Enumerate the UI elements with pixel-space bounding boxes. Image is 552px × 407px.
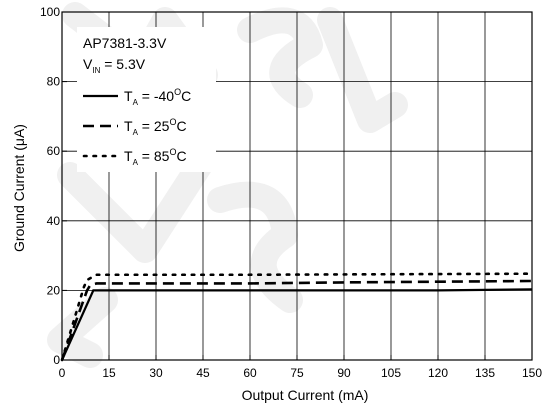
x-tick-label-6: 90 [337, 366, 351, 380]
y-axis-title-suffix: A) [11, 124, 27, 138]
x-tick-label-3: 45 [196, 366, 210, 380]
y-tick-label-0: 0 [53, 353, 60, 367]
x-tick-label-2: 30 [149, 366, 163, 380]
legend-entry-25-value: = 25 [138, 118, 170, 134]
x-tick-label-7: 105 [381, 366, 401, 380]
y-tick-label-3: 60 [47, 144, 61, 158]
axes: 0 15 30 45 60 75 90 105 120 135 150 0 20 40 60 80 100 [40, 5, 542, 380]
legend-entry-25-symbol: T [124, 118, 133, 134]
legend-entry-85-value: = 85 [138, 148, 170, 164]
legend-entry-minus40-value: = -40 [138, 88, 174, 104]
legend-entry-minus40: TA = -40OC [124, 87, 191, 107]
y-axis-title-mu: μ [11, 138, 27, 146]
legend-entry-25-unit: C [176, 118, 186, 134]
y-axis-title-prefix: Ground Current ( [11, 146, 27, 252]
legend-vin-symbol: V [83, 56, 93, 72]
legend-vin-label: VIN = 5.3V [83, 56, 146, 75]
legend-entry-25-subscript: A [133, 128, 139, 137]
x-tick-label-5: 75 [290, 366, 304, 380]
legend-vin-value: = 5.3V [100, 56, 145, 72]
y-tick-label-1: 20 [47, 283, 61, 297]
series-line-dashed [60, 279, 533, 361]
series-line-solid [60, 288, 533, 361]
legend-entry-85-subscript: A [133, 158, 139, 167]
legend-background [77, 27, 216, 172]
x-tick-label-8: 120 [428, 366, 448, 380]
plot-area [60, 272, 534, 362]
x-tick-label-10: 150 [522, 366, 542, 380]
legend-vin-subscript: IN [92, 66, 100, 75]
x-axis-title: Output Current (mA) [242, 387, 369, 403]
y-axis-title: Ground Current (μA) [11, 124, 27, 252]
legend-entry-85: TA = 85OC [124, 147, 187, 167]
legend-entry-minus40-subscript: A [133, 98, 139, 107]
legend-entry-minus40-unit: C [181, 88, 191, 104]
legend: AP7381-3.3V VIN = 5.3V TA = -40OC TA = 2… [77, 27, 216, 172]
x-tick-label-9: 135 [475, 366, 495, 380]
series-line-dotted [60, 272, 534, 362]
legend-entry-25: TA = 25OC [124, 117, 187, 137]
x-tick-label-1: 15 [102, 366, 116, 380]
legend-entry-85-degree: O [169, 147, 176, 157]
y-tick-label-2: 40 [47, 214, 61, 228]
legend-entry-25-degree: O [169, 117, 176, 127]
legend-device-label: AP7381-3.3V [83, 35, 167, 51]
legend-entry-85-symbol: T [124, 148, 133, 164]
legend-entry-85-unit: C [176, 148, 186, 164]
y-tick-label-5: 100 [40, 5, 60, 19]
legend-entry-minus40-symbol: T [124, 88, 133, 104]
legend-entry-minus40-degree: O [174, 87, 181, 97]
y-tick-label-4: 80 [47, 75, 61, 89]
x-tick-label-4: 60 [243, 366, 257, 380]
x-tick-label-0: 0 [59, 366, 66, 380]
